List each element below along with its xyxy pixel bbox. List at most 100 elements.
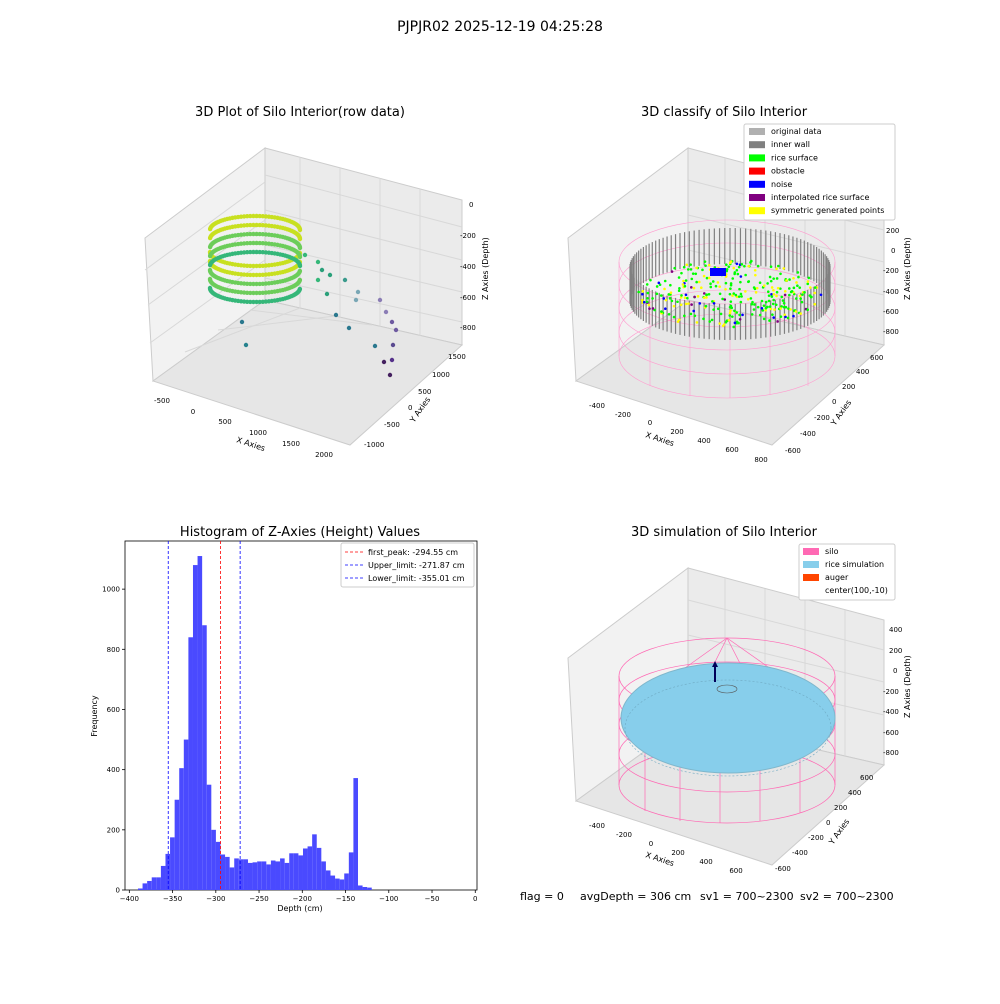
classified-point [806,282,810,286]
status-line: flag = 0 avgDepth = 306 cm sv1 = 700~230… [520,890,894,903]
raw-points [207,213,399,378]
classified-point [724,281,728,285]
classified-point [658,283,662,287]
classified-point [794,310,798,313]
histogram-bar [275,861,281,890]
classified-point [781,299,785,302]
classified-point [641,289,645,293]
classified-point [803,291,806,294]
histogram-bar [183,739,189,890]
classified-point [716,307,720,311]
classified-point [792,286,796,290]
legend-label: first_peak: -294.55 cm [368,548,458,557]
y-tick: -400 [800,430,816,438]
classified-point [718,292,722,296]
classified-point [724,320,728,324]
y-tick: 500 [418,388,431,396]
classified-point [689,268,693,271]
classified-point [780,295,784,299]
classified-point [772,293,776,296]
y-tick: 0 [408,404,412,412]
x-tick: 400 [699,858,712,866]
classified-point [738,287,741,291]
classified-point [806,308,809,311]
legend-label: interpolated rice surface [771,193,869,202]
x-tick: -200 [615,411,631,419]
classified-point [718,322,722,325]
classified-point [731,294,734,297]
raw-point [257,272,262,278]
classified-point [758,313,762,317]
z-tick: -400 [883,288,899,296]
z-tick: -200 [883,688,899,696]
classified-point [669,291,673,294]
histogram-x-label: Depth (cm) [277,904,322,913]
classified-point [753,287,757,291]
classified-point [800,300,804,304]
histogram-bar [234,858,239,890]
y-tick: 0 [826,819,830,827]
classified-point [687,302,690,305]
raw-point [257,240,262,246]
classified-point [681,283,685,286]
classified-point [785,279,788,282]
classified-point [684,302,688,306]
classified-point [693,314,697,318]
histogram-title: Histogram of Z-Axies (Height) Values [180,525,420,540]
classified-point [645,283,649,286]
classified-point [796,284,799,288]
raw-point [251,281,256,287]
panel-3d-raw-title: 3D Plot of Silo Interior(row data) [195,105,405,120]
classified-point [739,280,742,284]
classified-point [819,293,823,297]
classified-point [690,303,693,306]
y-tick: -200 [808,834,824,842]
raw-point [207,276,213,282]
classified-point [795,281,798,284]
raw-point [260,272,266,277]
histogram-bar [307,846,313,890]
x-tick-label: −50 [425,895,440,903]
legend-label: noise [771,180,792,189]
histogram-y-label: Frequency [90,695,99,737]
classified-point [667,312,671,316]
classified-point [702,317,705,321]
z-axis-label-3d-simulation: Z Axies (Depth) [903,655,912,718]
raw-point [260,263,266,268]
raw-point [393,327,399,333]
raw-point [324,291,330,297]
legend-swatch [803,574,819,581]
status-flag: flag = 0 [520,890,564,903]
raw-point [251,290,256,296]
classified-point [664,307,667,310]
x-tick: -500 [154,397,170,405]
y-tick-label: 0 [116,887,120,895]
histogram-bar [362,886,368,890]
z-tick: 0 [469,201,473,209]
raw-point [254,299,259,305]
histogram-bar [348,852,354,890]
legend-label: original data [771,127,822,136]
classified-point [670,270,674,273]
histogram-bar [192,565,198,890]
legend-label: rice surface [771,153,818,162]
classified-point [679,296,683,299]
classified-point [728,311,732,315]
classified-point [769,307,773,311]
z-ticks-3d-classify: 200 0 -200 -400 -600 -800 [883,227,899,336]
raw-point [257,281,262,287]
x-tick-label: −300 [206,895,225,903]
raw-point [251,299,256,305]
classified-point [801,293,804,296]
classified-point [809,286,812,289]
classified-point [743,264,746,268]
classified-point [662,297,666,300]
classified-point [740,263,744,266]
classified-point [739,275,743,278]
classified-point [728,305,732,309]
raw-point [260,299,266,304]
raw-point [260,281,266,286]
histogram-bar [156,877,161,890]
classified-point [651,297,654,300]
